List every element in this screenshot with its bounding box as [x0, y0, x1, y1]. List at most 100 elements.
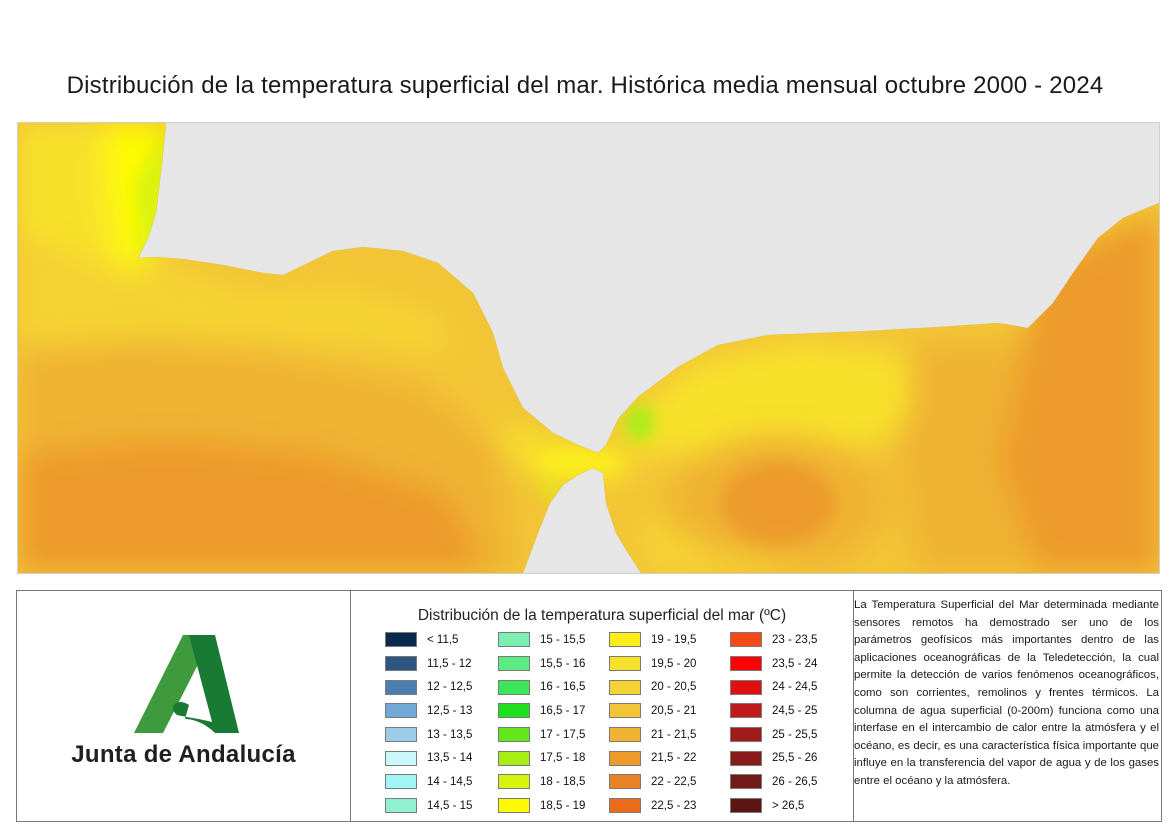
legend-item: 24 - 24,5: [730, 675, 817, 699]
legend-swatch: [730, 750, 762, 766]
legend-label: 12,5 - 13: [427, 704, 473, 717]
legend-item: 23,5 - 24: [730, 652, 817, 676]
legend-swatch: [498, 656, 530, 672]
legend-item: 15 - 15,5: [498, 628, 585, 652]
legend-item: 16 - 16,5: [498, 675, 585, 699]
legend-item: 26 - 26,5: [730, 770, 817, 794]
legend-swatch: [498, 774, 530, 790]
legend-panel: Distribución de la temperatura superfici…: [351, 591, 854, 821]
legend-label: < 11,5: [427, 633, 459, 646]
legend-swatch: [385, 774, 417, 790]
legend-label: 19 - 19,5: [651, 633, 697, 646]
legend-label: 19,5 - 20: [651, 657, 697, 670]
legend-item: 24,5 - 25: [730, 699, 817, 723]
logo-text: Junta de Andalucía: [71, 741, 296, 768]
legend-label: 18 - 18,5: [540, 775, 586, 788]
legend-item: 22 - 22,5: [609, 770, 696, 794]
legend-label: 24 - 24,5: [772, 681, 818, 694]
legend-column: < 11,5 11,5 - 12 12 - 12,5 12,5 - 13 13 …: [385, 628, 472, 818]
legend-swatch: [730, 798, 762, 814]
legend-item: 23 - 23,5: [730, 628, 817, 652]
legend-item: 17,5 - 18: [498, 746, 585, 770]
legend-item: 25,5 - 26: [730, 746, 817, 770]
legend-item: 20,5 - 21: [609, 699, 696, 723]
legend-swatch: [730, 727, 762, 743]
logo-panel: Junta de Andalucía: [17, 591, 351, 821]
legend-swatch: [385, 656, 417, 672]
legend-swatch: [498, 632, 530, 648]
legend-label: 14,5 - 15: [427, 799, 473, 812]
legend-label: 26 - 26,5: [772, 775, 818, 788]
legend-swatch: [730, 703, 762, 719]
legend-item: 25 - 25,5: [730, 723, 817, 747]
legend-swatch: [498, 727, 530, 743]
sea-temperature-map: [17, 122, 1160, 574]
legend-label: 17,5 - 18: [540, 752, 586, 765]
legend-label: 11,5 - 12: [427, 657, 472, 670]
legend-label: 22,5 - 23: [651, 799, 697, 812]
legend-label: 20,5 - 21: [651, 704, 697, 717]
legend-item: 20 - 20,5: [609, 675, 696, 699]
legend-column: 15 - 15,5 15,5 - 16 16 - 16,5 16,5 - 17 …: [498, 628, 585, 818]
legend-item: < 11,5: [385, 628, 472, 652]
legend-swatch: [385, 727, 417, 743]
legend-label: 21 - 21,5: [651, 728, 697, 741]
legend-label: 23,5 - 24: [772, 657, 818, 670]
legend-swatch: [609, 656, 641, 672]
legend-item: 11,5 - 12: [385, 652, 472, 676]
legend-label: 20 - 20,5: [651, 681, 697, 694]
legend-item: > 26,5: [730, 794, 817, 818]
legend-label: 21,5 - 22: [651, 752, 697, 765]
legend-label: 17 - 17,5: [540, 728, 586, 741]
legend-label: 25 - 25,5: [772, 728, 818, 741]
legend-label: 12 - 12,5: [427, 681, 473, 694]
legend-swatch: [498, 679, 530, 695]
legend-item: 21,5 - 22: [609, 746, 696, 770]
legend-swatch: [609, 774, 641, 790]
legend-swatch: [609, 750, 641, 766]
legend-swatch: [498, 798, 530, 814]
legend-item: 22,5 - 23: [609, 794, 696, 818]
legend-swatch: [730, 632, 762, 648]
legend-column: 19 - 19,5 19,5 - 20 20 - 20,5 20,5 - 21 …: [609, 628, 696, 818]
legend-label: 22 - 22,5: [651, 775, 697, 788]
legend-swatch: [609, 727, 641, 743]
legend-label: > 26,5: [772, 799, 805, 812]
legend-swatch: [498, 750, 530, 766]
legend-label: 14 - 14,5: [427, 775, 473, 788]
legend-item: 14,5 - 15: [385, 794, 472, 818]
legend-swatch: [385, 798, 417, 814]
legend-item: 16,5 - 17: [498, 699, 585, 723]
legend-item: 18,5 - 19: [498, 794, 585, 818]
legend-item: 13 - 13,5: [385, 723, 472, 747]
legend-title: Distribución de la temperatura superfici…: [417, 607, 787, 624]
page-title: Distribución de la temperatura superfici…: [66, 72, 1104, 99]
legend-label: 15,5 - 16: [540, 657, 586, 670]
legend-label: 18,5 - 19: [540, 799, 586, 812]
legend-label: 16 - 16,5: [540, 681, 586, 694]
legend-item: 12 - 12,5: [385, 675, 472, 699]
legend-label: 16,5 - 17: [540, 704, 586, 717]
legend-label: 15 - 15,5: [540, 633, 586, 646]
info-panel: La Temperatura Superficial del Mar deter…: [854, 597, 1159, 819]
legend-label: 24,5 - 25: [772, 704, 818, 717]
legend-item: 21 - 21,5: [609, 723, 696, 747]
legend-item: 18 - 18,5: [498, 770, 585, 794]
footer-panel: Junta de Andalucía Distribución de la te…: [16, 590, 1162, 822]
legend-item: 15,5 - 16: [498, 652, 585, 676]
legend-swatch: [609, 798, 641, 814]
legend-column: 23 - 23,5 23,5 - 24 24 - 24,5 24,5 - 25 …: [730, 628, 817, 818]
legend-swatch: [609, 703, 641, 719]
map-canvas: [18, 123, 1159, 573]
legend-item: 13,5 - 14: [385, 746, 472, 770]
legend-swatch: [609, 679, 641, 695]
junta-de-andalucia-logo-icon: [134, 635, 239, 733]
legend-swatch: [385, 679, 417, 695]
legend-swatch: [385, 632, 417, 648]
legend-swatch: [385, 750, 417, 766]
legend-item: 19,5 - 20: [609, 652, 696, 676]
legend-swatch: [730, 774, 762, 790]
legend-swatch: [498, 703, 530, 719]
legend-swatch: [609, 632, 641, 648]
legend-item: 19 - 19,5: [609, 628, 696, 652]
